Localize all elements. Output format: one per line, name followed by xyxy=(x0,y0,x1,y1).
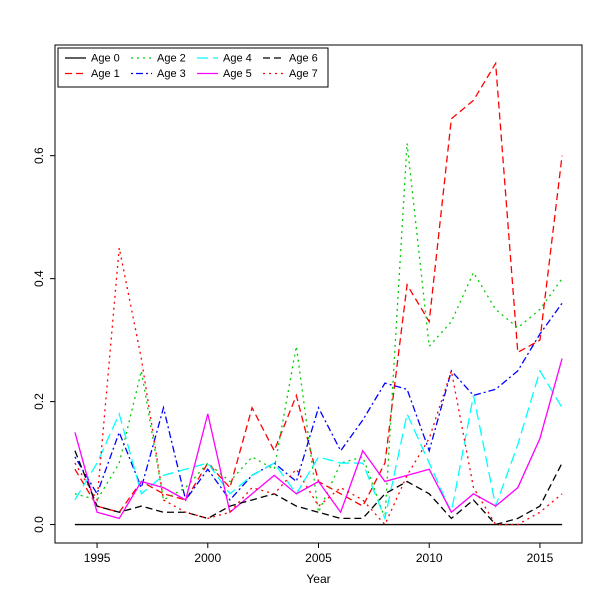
series-line-age-4 xyxy=(74,369,563,521)
x-tick-label: 2015 xyxy=(527,551,554,565)
series-line-age-5 xyxy=(74,358,563,520)
series-line-age-7 xyxy=(74,247,563,526)
x-tick-label: 1995 xyxy=(84,551,111,565)
legend-label-age-1: Age 1 xyxy=(91,68,120,80)
legend-label-age-2: Age 2 xyxy=(157,53,186,65)
series-line-age-3 xyxy=(74,302,563,502)
legend-label-age-4: Age 4 xyxy=(223,53,252,65)
x-axis-title: Year xyxy=(306,572,330,586)
legend-label-age-0: Age 0 xyxy=(91,53,120,65)
series-line-age-1 xyxy=(74,61,563,514)
x-tick-label: 2010 xyxy=(416,551,443,565)
series-line-age-2 xyxy=(74,143,563,519)
legend-label-age-7: Age 7 xyxy=(289,68,318,80)
x-tick-label: 2000 xyxy=(194,551,221,565)
legend-label-age-6: Age 6 xyxy=(289,53,318,65)
legend-label-age-3: Age 3 xyxy=(157,68,186,80)
y-tick-label: 0.2 xyxy=(32,393,46,410)
y-tick-label: 0.4 xyxy=(32,270,46,287)
series-line-age-6 xyxy=(74,450,563,526)
y-tick-label: 0.0 xyxy=(32,516,46,533)
legend-box xyxy=(57,47,329,88)
legend-label-age-5: Age 5 xyxy=(223,68,252,80)
y-tick-label: 0.6 xyxy=(32,147,46,164)
x-tick-label: 2005 xyxy=(305,551,332,565)
